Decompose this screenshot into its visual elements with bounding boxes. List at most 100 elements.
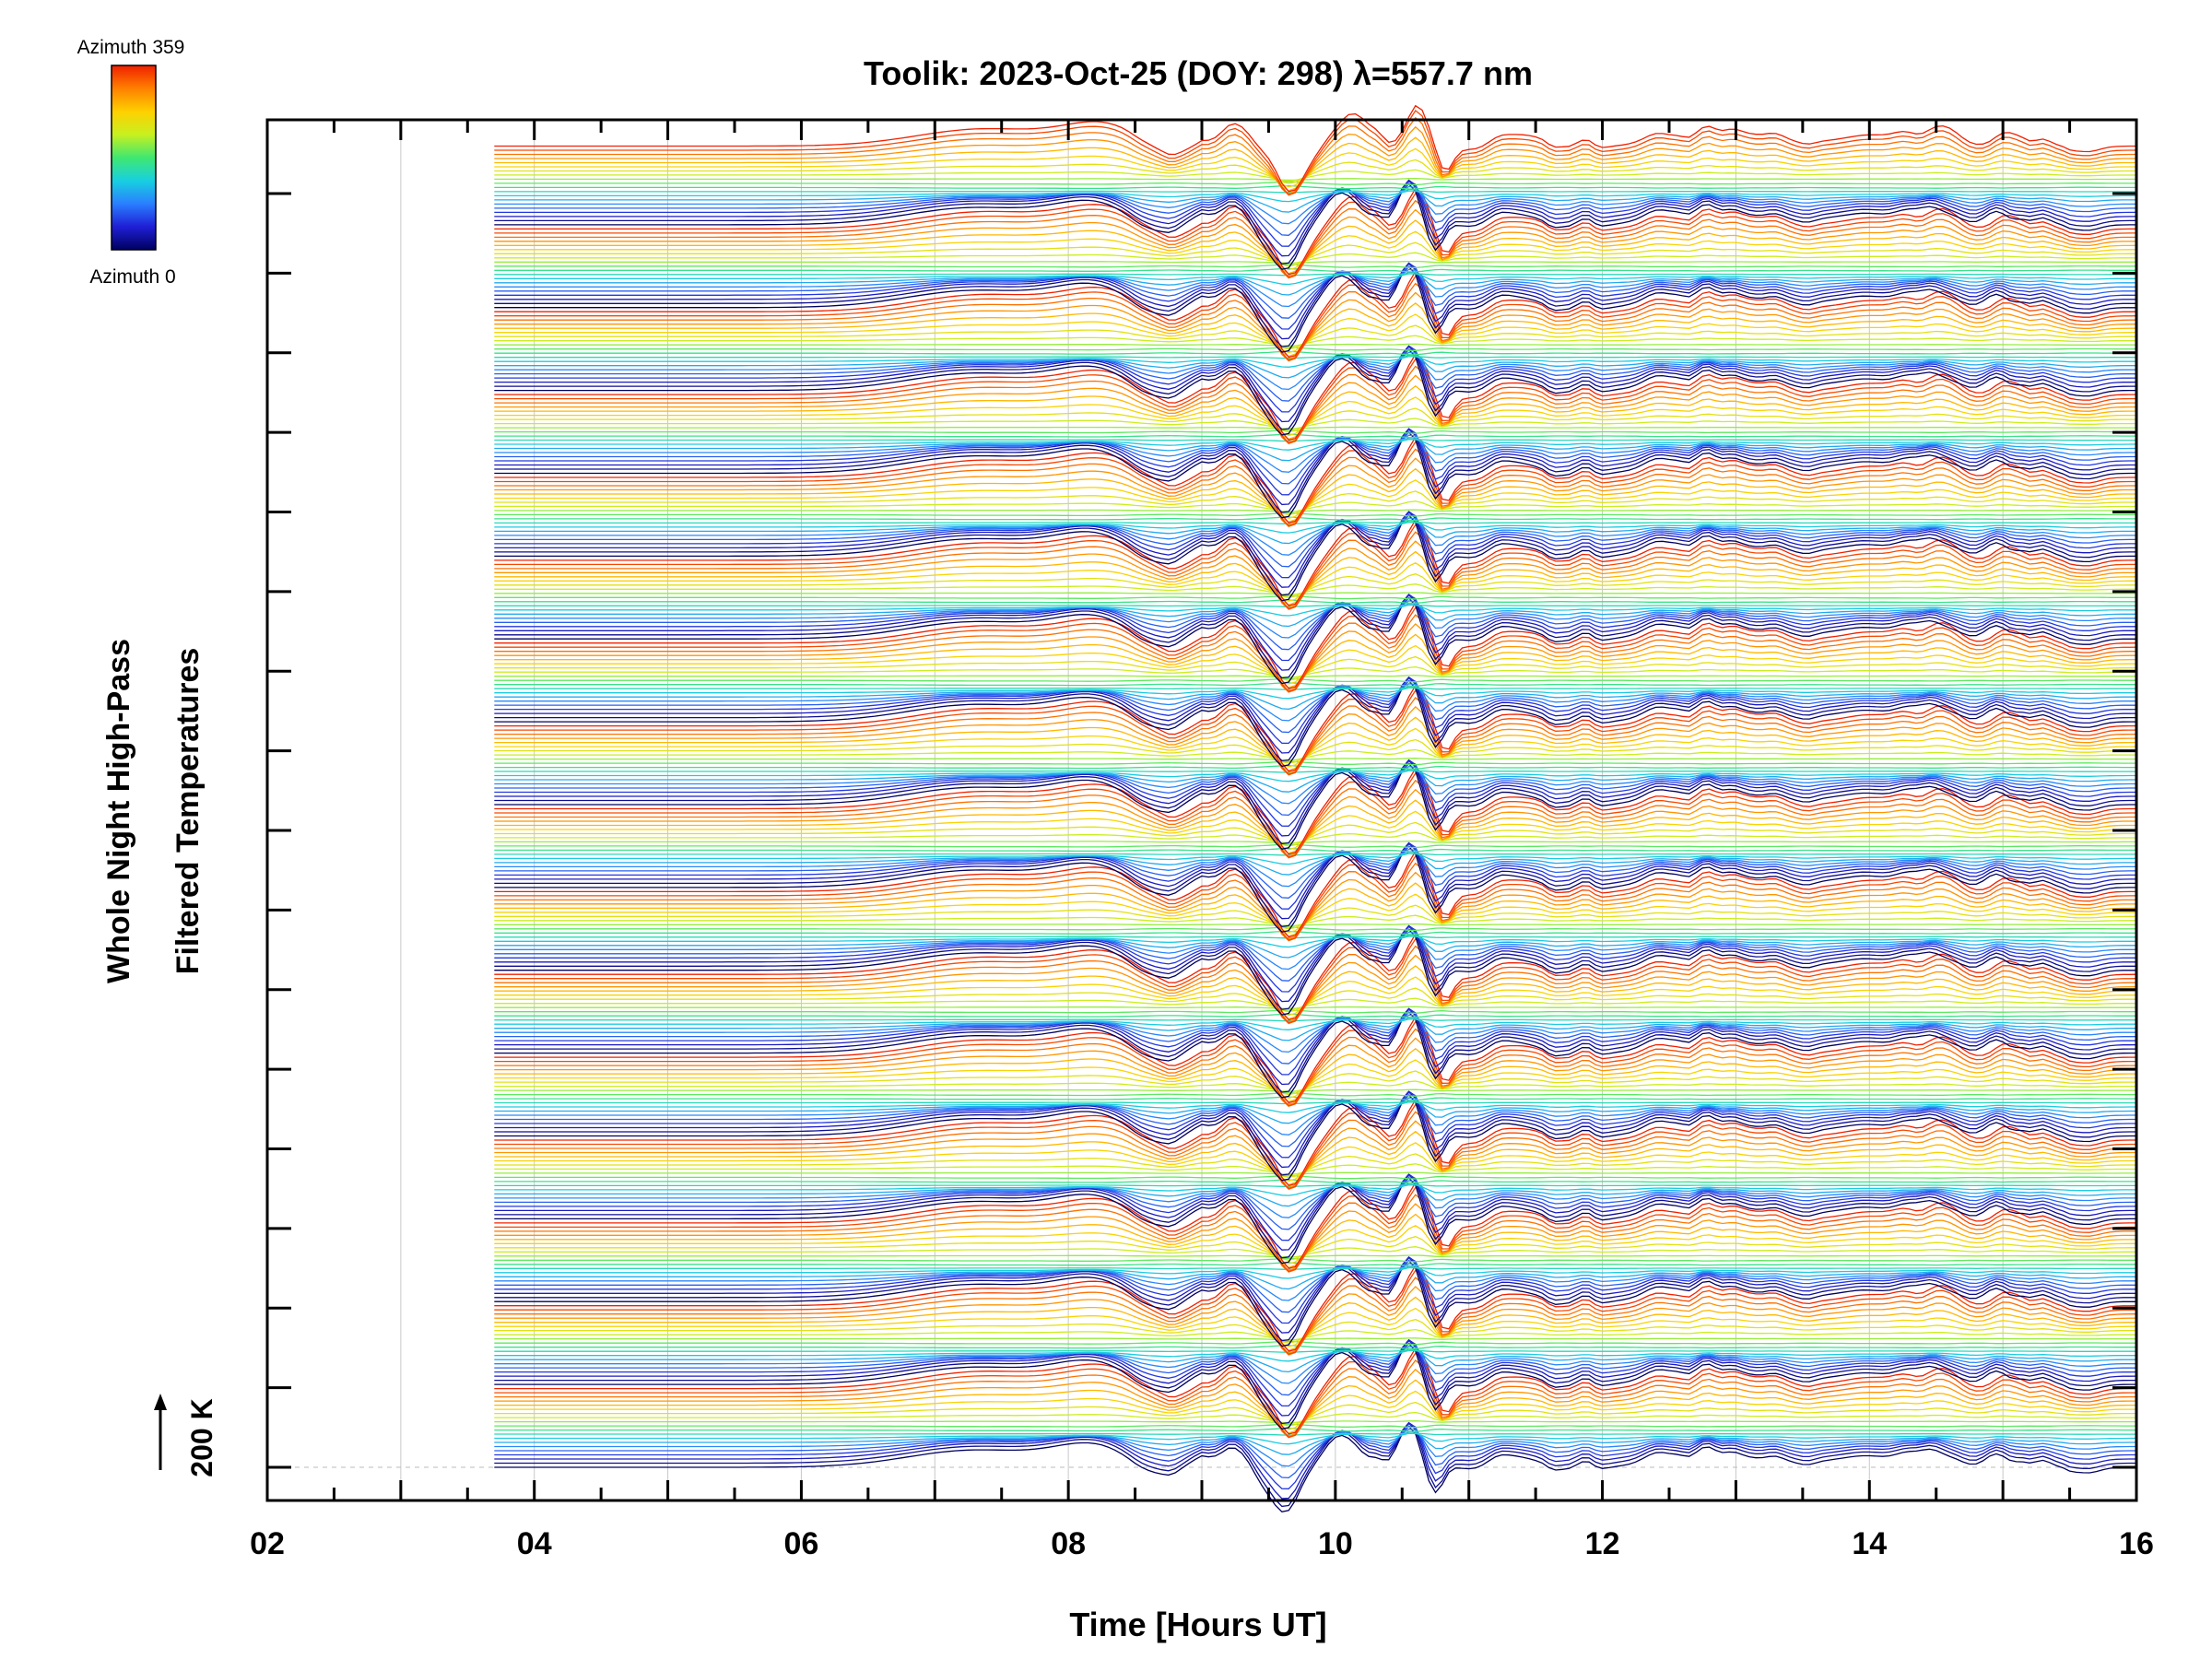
series-line: [494, 1008, 2137, 1076]
series-line: [494, 273, 2136, 276]
series-line: [494, 433, 2136, 439]
series-line: [494, 682, 2136, 687]
series-line: [494, 767, 2136, 855]
series-line: [494, 1130, 2136, 1186]
series-line: [494, 1180, 2136, 1218]
series-line: [494, 1246, 2136, 1259]
series-line: [494, 925, 2136, 993]
series-line: [494, 184, 2136, 190]
series-line: [494, 1183, 2136, 1196]
series-line: [494, 428, 2136, 506]
series-line: [494, 596, 2136, 685]
series-line: [494, 441, 2136, 527]
series-line: [494, 882, 2137, 937]
series-line: [494, 623, 2136, 692]
series-line: [494, 521, 2136, 525]
series-line: [494, 845, 2136, 933]
series-line: [494, 273, 2136, 286]
series-line: [494, 396, 2136, 437]
series-line: [494, 241, 2136, 267]
series-line: [494, 847, 2136, 853]
series-line: [494, 594, 2136, 671]
series-line: [494, 594, 2136, 600]
series-line: [494, 182, 2136, 236]
series-line: [494, 181, 2136, 186]
x-tick-label: 10: [1318, 1526, 1353, 1561]
series-line: [494, 264, 2136, 269]
series-line: [494, 810, 2136, 851]
series-line: [494, 434, 2136, 473]
series-line: [494, 1090, 2136, 1169]
x-tick-label: 08: [1051, 1526, 1086, 1561]
series-line: [494, 188, 2136, 213]
series-line: [494, 1257, 2136, 1263]
series-line: [494, 1186, 2136, 1273]
series-line: [494, 431, 2136, 519]
series-line: [494, 1163, 2136, 1176]
series-line: [494, 467, 2136, 524]
series-line: [494, 1263, 2136, 1301]
series-line: [494, 348, 2136, 402]
scale-label: 200 K: [185, 1398, 218, 1477]
series-line: [494, 179, 2136, 257]
series-line: [494, 181, 2136, 247]
series-line: [494, 997, 2136, 1010]
series-line: [494, 1094, 2136, 1147]
series-line: [494, 208, 2136, 277]
series-line: [494, 348, 2136, 436]
series-line: [494, 1097, 2136, 1135]
series-line: [494, 439, 2136, 451]
series-line: [494, 1070, 2136, 1096]
series-line: [494, 779, 2136, 859]
series-line: [494, 429, 2136, 434]
series-line: [494, 1018, 2136, 1022]
series-line: [494, 853, 2136, 856]
series-line: [494, 935, 2136, 939]
series-line: [494, 512, 2136, 579]
series-line: [494, 268, 2136, 308]
x-tick-label: 02: [250, 1526, 285, 1561]
series-line: [494, 1265, 2136, 1290]
series-line: [494, 768, 2136, 793]
series-line: [494, 1013, 2136, 1018]
series-line: [494, 116, 2136, 196]
series-line: [494, 842, 2136, 927]
series-line: [494, 840, 2136, 844]
x-tick-label: 14: [1852, 1526, 1887, 1561]
series-line: [494, 1153, 2136, 1179]
series-line: [494, 684, 2136, 772]
series-line: [494, 426, 2136, 429]
series-line: [494, 1120, 2136, 1189]
series-line: [494, 1337, 2136, 1341]
series-line: [494, 1349, 2136, 1353]
series-line: [494, 604, 2136, 607]
series-line: [494, 431, 2136, 485]
series-line: [494, 517, 2136, 556]
series-line: [494, 924, 2136, 1003]
series-line: [494, 1259, 2136, 1313]
series-line: [494, 845, 2136, 899]
series-line: [494, 1352, 2136, 1438]
series-line: [494, 1020, 2136, 1107]
chart-title: Toolik: 2023-Oct-25 (DOY: 298) λ=557.7 n…: [864, 54, 1533, 92]
series-line: [494, 516, 2136, 522]
series-line: [494, 180, 2136, 265]
series-line: [494, 765, 2136, 770]
series-line: [494, 1259, 2136, 1347]
series-line: [494, 853, 2136, 865]
series-line: [494, 1401, 2136, 1427]
series-line: [494, 1346, 2136, 1384]
series-line: [494, 760, 2136, 766]
series-line: [494, 727, 2136, 768]
series-line: [494, 365, 2136, 445]
series-line: [494, 353, 2136, 441]
series-line: [494, 1174, 2136, 1241]
series-line: [494, 1096, 2136, 1101]
series-line: [494, 1347, 2136, 1435]
series-line: [494, 252, 2136, 265]
series-line: [494, 854, 2136, 941]
series-line: [494, 762, 2136, 817]
series-line: [494, 606, 2137, 693]
series-line: [494, 520, 2136, 545]
series-line: [494, 937, 2137, 1024]
